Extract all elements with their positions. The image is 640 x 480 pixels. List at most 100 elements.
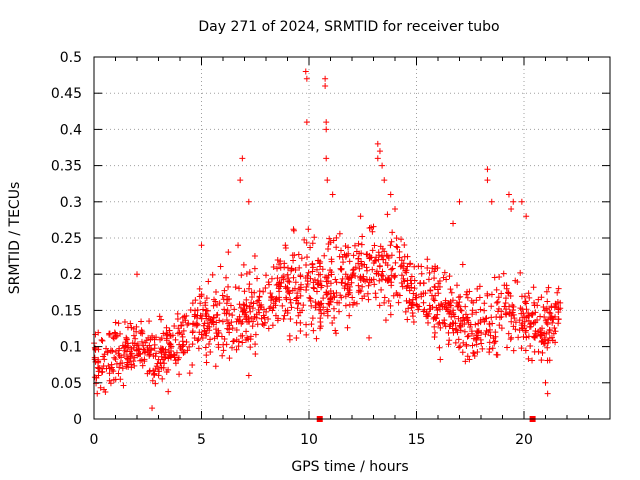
data-point (376, 277, 383, 284)
data-point (355, 240, 362, 247)
data-point (270, 264, 277, 271)
data-point (189, 362, 196, 369)
data-point (149, 332, 156, 339)
data-point (430, 296, 437, 303)
data-point (404, 282, 411, 289)
data-point (378, 286, 385, 293)
data-point (436, 306, 443, 313)
data-point (241, 306, 248, 313)
data-point (425, 319, 432, 326)
data-point (115, 320, 122, 327)
data-point (127, 351, 134, 358)
data-point (239, 155, 246, 162)
data-point (318, 282, 325, 289)
data-point (239, 318, 246, 325)
data-point (287, 296, 294, 303)
data-point (278, 280, 285, 287)
data-point (223, 317, 230, 324)
data-point (398, 272, 405, 279)
data-point (445, 308, 452, 315)
data-point (115, 370, 122, 377)
data-point (426, 269, 433, 276)
data-point (459, 261, 466, 268)
data-point (527, 323, 534, 330)
plot-frame (93, 56, 611, 420)
data-point (295, 251, 302, 258)
data-point (219, 352, 226, 359)
data-point (464, 333, 471, 340)
data-point (292, 279, 299, 286)
data-point (122, 347, 129, 354)
data-point (311, 234, 318, 241)
data-point (322, 75, 329, 82)
data-point (507, 336, 514, 343)
data-point (313, 266, 320, 273)
data-point (462, 311, 469, 318)
data-point (198, 242, 205, 249)
data-point (265, 315, 272, 322)
data-point (138, 318, 145, 325)
data-point (112, 348, 119, 355)
data-point (387, 311, 394, 318)
data-point (357, 213, 364, 220)
data-point (195, 345, 202, 352)
data-point (395, 299, 402, 306)
data-point (92, 331, 99, 338)
data-point (165, 366, 172, 373)
data-point (457, 306, 464, 313)
data-point (508, 334, 515, 341)
data-point (353, 248, 360, 255)
data-point (223, 274, 230, 281)
data-point (152, 380, 159, 387)
data-point (545, 337, 552, 344)
data-point (486, 339, 493, 346)
data-point (273, 295, 280, 302)
data-point (323, 119, 330, 126)
data-point (256, 293, 263, 300)
data-point (338, 279, 345, 286)
data-point (254, 298, 261, 305)
data-point (141, 349, 148, 356)
data-point (443, 304, 450, 311)
data-point (281, 260, 288, 267)
data-point (510, 306, 517, 313)
data-point (526, 294, 533, 301)
data-point (225, 320, 232, 327)
data-point (396, 248, 403, 255)
data-point (251, 252, 258, 259)
data-point (342, 271, 349, 278)
data-point (204, 307, 211, 314)
data-point (193, 322, 200, 329)
data-point (321, 252, 328, 259)
data-point (351, 299, 358, 306)
data-point (256, 309, 263, 316)
data-point (473, 309, 480, 316)
data-point (516, 327, 523, 334)
data-point (192, 297, 199, 304)
data-point (104, 349, 111, 356)
data-point (196, 293, 203, 300)
data-point (379, 268, 386, 275)
data-point (441, 269, 448, 276)
data-point (496, 322, 503, 329)
data-point (372, 290, 379, 297)
data-point (165, 388, 172, 395)
data-point (398, 236, 405, 243)
data-point (162, 346, 169, 353)
data-point (523, 300, 530, 307)
data-point (121, 344, 128, 351)
data-point (356, 265, 363, 272)
data-point (220, 347, 227, 354)
data-point (423, 308, 430, 315)
data-point (527, 342, 534, 349)
data-point (224, 307, 231, 314)
data-point (245, 314, 252, 321)
data-point (122, 342, 129, 349)
data-point (160, 330, 167, 337)
data-point (116, 345, 123, 352)
data-point (277, 258, 284, 265)
data-point (425, 276, 432, 283)
data-point (417, 280, 424, 287)
data-point (531, 302, 538, 309)
data-point (309, 240, 316, 247)
